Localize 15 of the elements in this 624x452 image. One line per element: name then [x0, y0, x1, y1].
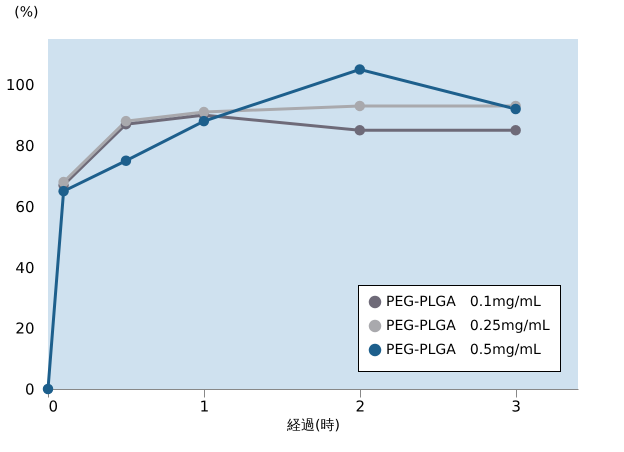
- y-tick-label: 20: [15, 320, 34, 338]
- x-tick-label: 0: [48, 398, 58, 416]
- legend-label: PEG-PLGA 0.5mg/mL: [386, 342, 541, 358]
- y-tick-label: 60: [15, 198, 34, 216]
- y-tick-label: 0: [24, 380, 34, 398]
- y-tick-label: 100: [6, 76, 34, 94]
- x-tick-label: 2: [355, 398, 366, 416]
- x-tick-label: 3: [511, 398, 521, 416]
- y-axis-title: (%): [14, 4, 38, 20]
- x-tick-label: 1: [200, 398, 210, 416]
- y-tick-label: 40: [15, 258, 34, 277]
- x-axis-title: 経過(時): [286, 418, 340, 434]
- legend-label: PEG-PLGA 0.25mg/mL: [386, 318, 550, 334]
- y-tick-label: 80: [15, 137, 34, 156]
- legend-label: PEG-PLGA 0.1mg/mL: [386, 294, 541, 310]
